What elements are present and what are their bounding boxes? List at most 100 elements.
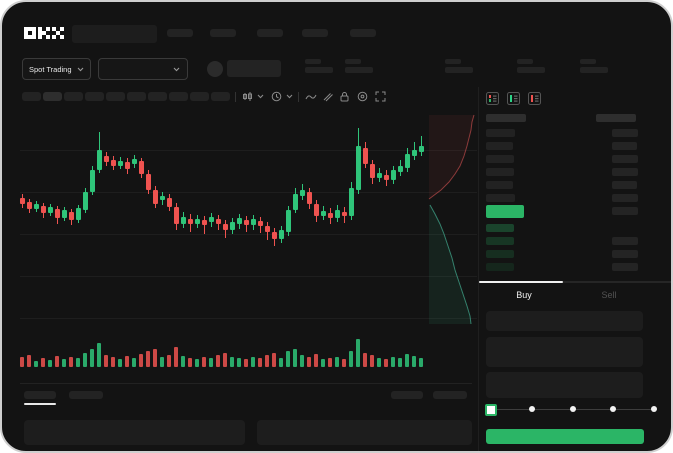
book-both-icon[interactable]: [486, 92, 499, 105]
bottom-tab-history[interactable]: [69, 391, 103, 399]
volume-bar: [314, 354, 318, 367]
active-tab-indicator: [479, 281, 563, 283]
volume-bar: [174, 347, 178, 367]
divider: [298, 92, 299, 102]
candle-style-icon[interactable]: [242, 91, 253, 102]
candle-body: [83, 192, 88, 210]
timeframe-button-skeleton[interactable]: [169, 92, 188, 101]
volume-bar: [132, 358, 136, 367]
volume-bar: [293, 349, 297, 367]
candle-body: [412, 150, 417, 156]
volume-bar: [230, 357, 234, 367]
bottom-action-pill[interactable]: [391, 391, 423, 399]
volume-bar: [251, 357, 255, 367]
timeframe-button-skeleton[interactable]: [127, 92, 146, 101]
amount-field-skeleton[interactable]: [486, 337, 643, 367]
brush-tool-icon[interactable]: [322, 91, 333, 102]
volume-bar: [349, 351, 353, 367]
timeframe-button-skeleton[interactable]: [190, 92, 209, 101]
chevron-down-icon: [77, 67, 84, 71]
candle-body: [55, 209, 60, 218]
stat-value-skeleton: [445, 67, 473, 73]
stat-value-skeleton: [345, 67, 373, 73]
chevron-down-icon: [173, 67, 180, 71]
candle-body: [279, 230, 284, 239]
candle-body: [118, 161, 123, 166]
candle-body: [307, 192, 312, 204]
gridline: [20, 318, 477, 319]
timeframe-button-skeleton[interactable]: [85, 92, 104, 101]
snapshot-icon[interactable]: [357, 91, 368, 102]
volume-bar: [48, 360, 52, 367]
bid-row-skeleton: [486, 237, 514, 245]
tabbar-divider: [479, 281, 671, 283]
candle-body: [125, 162, 130, 169]
orders-panel-skeleton: [24, 420, 245, 445]
ask-row-skeleton: [612, 181, 637, 189]
volume-bar: [384, 359, 388, 367]
bid-row-skeleton: [612, 263, 638, 271]
chevron-down-icon[interactable]: [286, 94, 293, 99]
volume-bar: [223, 353, 227, 367]
total-field-skeleton[interactable]: [486, 372, 643, 398]
bid-row-skeleton: [612, 250, 638, 258]
candle-body: [209, 217, 214, 222]
slider-step-dot[interactable]: [651, 406, 657, 412]
candle-body: [216, 219, 221, 224]
nav-item-skeleton: [302, 29, 328, 37]
pair-dropdown[interactable]: [98, 58, 188, 80]
ask-row-skeleton: [486, 194, 515, 202]
volume-bar: [181, 356, 185, 367]
price-field-skeleton[interactable]: [486, 311, 643, 331]
volume-bar: [391, 357, 395, 367]
ask-row-skeleton: [612, 194, 638, 202]
volume-bar: [377, 358, 381, 367]
timeframe-button-skeleton[interactable]: [106, 92, 125, 101]
price-chart[interactable]: [20, 112, 477, 332]
candle-body: [377, 173, 382, 178]
slider-step-dot[interactable]: [529, 406, 535, 412]
slider-step-dot[interactable]: [570, 406, 576, 412]
volume-bar: [342, 359, 346, 367]
volume-bar: [125, 356, 129, 367]
timeframe-button-skeleton[interactable]: [22, 92, 41, 101]
search-input[interactable]: [72, 25, 157, 43]
timeframe-button-skeleton[interactable]: [43, 92, 62, 101]
line-tool-icon[interactable]: [305, 92, 317, 102]
volume-bar: [27, 355, 31, 367]
interval-icon[interactable]: [271, 91, 282, 102]
slider-step-dot[interactable]: [610, 406, 616, 412]
timeframe-button-skeleton[interactable]: [211, 92, 230, 101]
timeframe-button-skeleton[interactable]: [148, 92, 167, 101]
gridline: [20, 150, 477, 151]
bottom-action-pill[interactable]: [433, 391, 467, 399]
tab-buy[interactable]: Buy: [516, 290, 532, 300]
book-asks-icon[interactable]: [528, 92, 541, 105]
volume-bar: [69, 357, 73, 367]
buy-submit-button[interactable]: [486, 429, 644, 444]
candle-body: [202, 220, 207, 225]
candle-body: [174, 207, 179, 224]
timeframe-button-skeleton[interactable]: [64, 92, 83, 101]
divider: [235, 92, 236, 102]
candle-body: [139, 161, 144, 174]
fullscreen-icon[interactable]: [375, 91, 386, 102]
candle-body: [328, 213, 333, 218]
market-type-dropdown[interactable]: Spot Trading: [22, 58, 91, 80]
volume-bar: [272, 353, 276, 367]
volume-bar: [363, 353, 367, 367]
candle-body: [405, 154, 410, 168]
bid-row-skeleton: [486, 250, 514, 258]
slider-handle[interactable]: [485, 404, 497, 416]
chevron-down-icon[interactable]: [257, 94, 264, 99]
lock-icon[interactable]: [339, 91, 350, 102]
ask-row-skeleton: [486, 129, 515, 137]
candle-body: [363, 148, 368, 164]
volume-bar: [62, 359, 66, 367]
volume-bar: [370, 355, 374, 367]
book-bids-icon[interactable]: [507, 92, 520, 105]
bottom-tab-orders[interactable]: [24, 391, 56, 399]
nav-item-skeleton: [210, 29, 236, 37]
amount-slider[interactable]: [485, 404, 657, 416]
tab-sell[interactable]: Sell: [601, 290, 617, 300]
